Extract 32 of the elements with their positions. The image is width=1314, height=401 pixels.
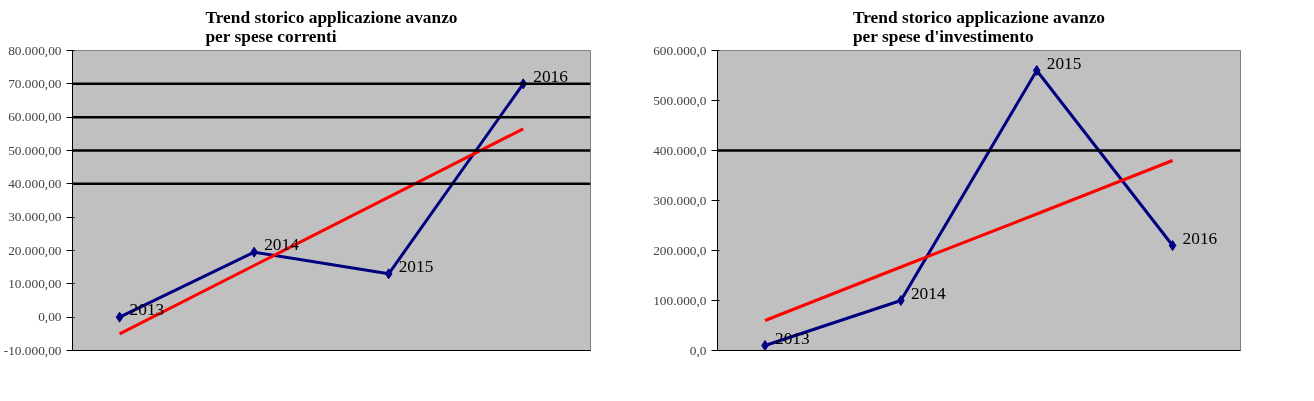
y-tick-label: 100.000,0 [653, 292, 707, 308]
y-tick-label: 500.000,0 [653, 92, 707, 108]
point [761, 340, 769, 351]
line-series [763, 159, 1175, 322]
y-tick-label: -10.000,00 [3, 342, 62, 358]
y-tick-label: 300.000,0 [653, 192, 707, 208]
line-series [118, 127, 525, 336]
annotation: 2015 [398, 256, 434, 276]
y-tick-label: 0,0 [689, 342, 707, 358]
point [897, 295, 905, 306]
chart-title: Trend storico applicazione avanzo per spese correnti [205, 7, 458, 46]
annotation: 2016 [1182, 228, 1218, 248]
chart-title: Trend storico applicazione avanzo per spese d'investimento [852, 7, 1106, 46]
annotation: 2014 [910, 283, 946, 303]
y-tick-label: 50.000,00 [8, 142, 62, 158]
y-tick-label: 80.000,00 [8, 42, 62, 58]
y-tick-label: 600.000,0 [653, 42, 707, 58]
y-tick-label: 70.000,00 [8, 75, 62, 91]
y-tick-label: 30.000,00 [8, 209, 62, 225]
y-tick-label: 60.000,00 [8, 109, 62, 125]
y-tick-label: 20.000,00 [8, 242, 62, 258]
y-tick-label: 200.000,0 [653, 242, 707, 258]
y-tick-label: 10.000,00 [8, 275, 62, 291]
point [1168, 240, 1177, 251]
point [115, 311, 124, 323]
y-tick-label: 400.000,0 [653, 142, 707, 158]
y-tick-label: 40.000,00 [8, 175, 62, 191]
annotation: 2015 [1046, 53, 1082, 73]
point [1032, 65, 1041, 76]
y-tick-label: 0,00 [38, 309, 62, 325]
annotation: 2016 [533, 66, 569, 86]
point [384, 268, 393, 280]
